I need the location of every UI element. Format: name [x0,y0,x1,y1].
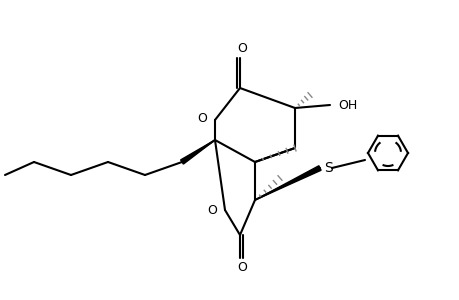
Polygon shape [180,140,214,164]
Text: S: S [323,161,332,175]
Text: O: O [207,203,217,217]
Text: OH: OH [337,98,357,112]
Polygon shape [254,166,320,200]
Text: O: O [236,42,246,55]
Text: O: O [197,112,207,124]
Text: O: O [236,261,246,274]
